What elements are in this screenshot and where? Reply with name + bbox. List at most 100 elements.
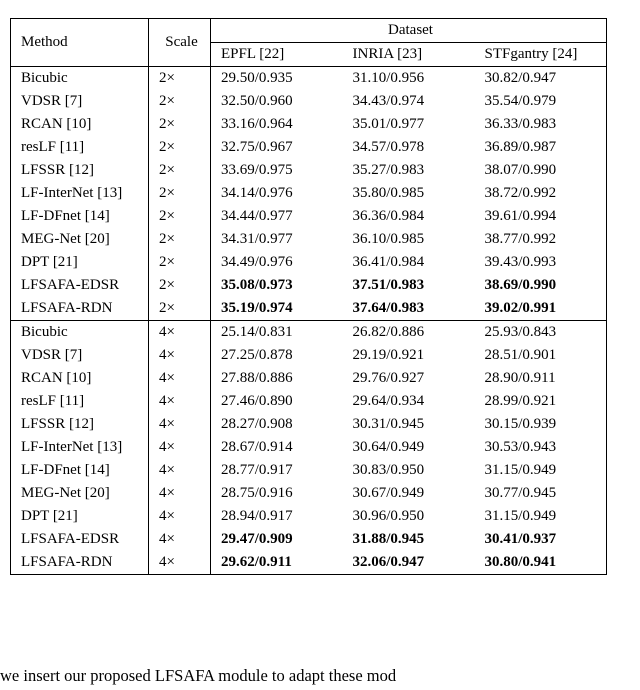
cell-value: 34.44/0.977: [211, 205, 343, 228]
cell-method: LF-DFnet [14]: [11, 459, 149, 482]
cell-value: 28.75/0.916: [211, 482, 343, 505]
cell-value: 35.27/0.983: [343, 159, 475, 182]
table-row: LF-DFnet [14]4×28.77/0.91730.83/0.95031.…: [11, 459, 607, 482]
table-row: VDSR [7]2×32.50/0.96034.43/0.97435.54/0.…: [11, 90, 607, 113]
cell-value: 35.19/0.974: [211, 297, 343, 321]
cell-scale: 4×: [149, 344, 211, 367]
cell-value: 30.83/0.950: [343, 459, 475, 482]
cell-method: LFSAFA-RDN: [11, 551, 149, 575]
cell-scale: 4×: [149, 528, 211, 551]
header-dataset-inria: INRIA [23]: [343, 43, 475, 67]
cell-scale: 4×: [149, 459, 211, 482]
table-row: RCAN [10]4×27.88/0.88629.76/0.92728.90/0…: [11, 367, 607, 390]
cell-method: resLF [11]: [11, 390, 149, 413]
cell-value: 35.54/0.979: [475, 90, 607, 113]
cell-value: 38.72/0.992: [475, 182, 607, 205]
cell-value: 29.50/0.935: [211, 67, 343, 91]
cell-value: 27.25/0.878: [211, 344, 343, 367]
cell-value: 28.67/0.914: [211, 436, 343, 459]
cell-value: 37.51/0.983: [343, 274, 475, 297]
cell-scale: 2×: [149, 274, 211, 297]
cell-value: 29.19/0.921: [343, 344, 475, 367]
dataset-ref: [24]: [552, 46, 577, 62]
cell-value: 28.90/0.911: [475, 367, 607, 390]
cell-method: RCAN [10]: [11, 367, 149, 390]
header-dataset-stfgantry: STFgantry [24]: [475, 43, 607, 67]
cell-scale: 2×: [149, 205, 211, 228]
cell-method: RCAN [10]: [11, 113, 149, 136]
cell-scale: 2×: [149, 251, 211, 274]
table-row: MEG-Net [20]4×28.75/0.91630.67/0.94930.7…: [11, 482, 607, 505]
cell-value: 30.82/0.947: [475, 67, 607, 91]
cell-value: 35.80/0.985: [343, 182, 475, 205]
cell-value: 33.69/0.975: [211, 159, 343, 182]
cell-value: 31.10/0.956: [343, 67, 475, 91]
cell-value: 25.14/0.831: [211, 321, 343, 345]
header-dataset-group: Dataset: [211, 19, 607, 43]
cell-value: 34.43/0.974: [343, 90, 475, 113]
cell-value: 34.49/0.976: [211, 251, 343, 274]
bold-value: 30.80/0.941: [485, 554, 557, 570]
cell-value: 39.02/0.991: [475, 297, 607, 321]
cell-value: 30.67/0.949: [343, 482, 475, 505]
bold-value: 29.47/0.909: [221, 531, 293, 547]
cell-value: 29.64/0.934: [343, 390, 475, 413]
cell-scale: 4×: [149, 482, 211, 505]
cell-value: 30.80/0.941: [475, 551, 607, 575]
cell-value: 38.07/0.990: [475, 159, 607, 182]
cell-method: DPT [21]: [11, 251, 149, 274]
cell-value: 28.51/0.901: [475, 344, 607, 367]
cell-method: resLF [11]: [11, 136, 149, 159]
table-row: LFSAFA-RDN2×35.19/0.97437.64/0.98339.02/…: [11, 297, 607, 321]
bold-value: 29.62/0.911: [221, 554, 292, 570]
table-row: LF-DFnet [14]2×34.44/0.97736.36/0.98439.…: [11, 205, 607, 228]
cell-value: 28.77/0.917: [211, 459, 343, 482]
cell-value: 30.15/0.939: [475, 413, 607, 436]
bold-value: 35.08/0.973: [221, 277, 293, 293]
table-row: DPT [21]4×28.94/0.91730.96/0.95031.15/0.…: [11, 505, 607, 528]
bold-value: 32.06/0.947: [353, 554, 425, 570]
cell-scale: 4×: [149, 413, 211, 436]
table-row: resLF [11]2×32.75/0.96734.57/0.97836.89/…: [11, 136, 607, 159]
cell-scale: 4×: [149, 321, 211, 345]
header-method: Method: [11, 19, 149, 67]
dataset-label: INRIA: [353, 46, 394, 62]
bold-value: 38.69/0.990: [485, 277, 557, 293]
cell-scale: 2×: [149, 113, 211, 136]
table-row: Bicubic4×25.14/0.83126.82/0.88625.93/0.8…: [11, 321, 607, 345]
table-row: DPT [21]2×34.49/0.97636.41/0.98439.43/0.…: [11, 251, 607, 274]
cell-method: LFSSR [12]: [11, 159, 149, 182]
cell-value: 30.41/0.937: [475, 528, 607, 551]
cell-value: 28.94/0.917: [211, 505, 343, 528]
cell-value: 35.08/0.973: [211, 274, 343, 297]
cell-value: 34.14/0.976: [211, 182, 343, 205]
cell-value: 36.41/0.984: [343, 251, 475, 274]
table-row: LFSSR [12]2×33.69/0.97535.27/0.98338.07/…: [11, 159, 607, 182]
cell-value: 33.16/0.964: [211, 113, 343, 136]
cell-value: 29.47/0.909: [211, 528, 343, 551]
results-table: Method Scale Dataset EPFL [22] INRIA [23…: [10, 18, 607, 575]
table-row: LF-InterNet [13]4×28.67/0.91430.64/0.949…: [11, 436, 607, 459]
bold-value: 30.41/0.937: [485, 531, 557, 547]
cell-value: 34.57/0.978: [343, 136, 475, 159]
cell-value: 31.88/0.945: [343, 528, 475, 551]
cell-scale: 4×: [149, 367, 211, 390]
cell-scale: 2×: [149, 182, 211, 205]
cell-value: 38.77/0.992: [475, 228, 607, 251]
cell-method: Bicubic: [11, 321, 149, 345]
table-row: RCAN [10]2×33.16/0.96435.01/0.97736.33/0…: [11, 113, 607, 136]
cell-method: LF-InterNet [13]: [11, 182, 149, 205]
cell-value: 28.99/0.921: [475, 390, 607, 413]
bold-value: 35.19/0.974: [221, 300, 293, 316]
cell-value: 27.46/0.890: [211, 390, 343, 413]
cell-value: 36.89/0.987: [475, 136, 607, 159]
cell-method: LF-DFnet [14]: [11, 205, 149, 228]
table-row: LFSAFA-EDSR4× 29.47/0.909 31.88/0.945 30.41…: [11, 528, 607, 551]
cell-method: LFSAFA-EDSR: [11, 528, 149, 551]
header-scale: Scale: [149, 19, 211, 67]
table-row: LF-InterNet [13]2×34.14/0.97635.80/0.985…: [11, 182, 607, 205]
table-row: LFSAFA-EDSR2×35.08/0.97337.51/0.98338.69…: [11, 274, 607, 297]
dataset-label: EPFL: [221, 46, 255, 62]
cell-value: 36.10/0.985: [343, 228, 475, 251]
cell-method: Bicubic: [11, 67, 149, 91]
